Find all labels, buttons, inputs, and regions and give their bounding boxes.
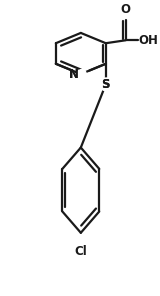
Text: O: O bbox=[121, 3, 131, 16]
Text: OH: OH bbox=[139, 34, 159, 47]
Text: Cl: Cl bbox=[74, 244, 87, 258]
Text: S: S bbox=[102, 78, 110, 91]
Text: S: S bbox=[102, 78, 110, 91]
Text: N: N bbox=[68, 67, 78, 81]
Text: N: N bbox=[68, 67, 78, 81]
